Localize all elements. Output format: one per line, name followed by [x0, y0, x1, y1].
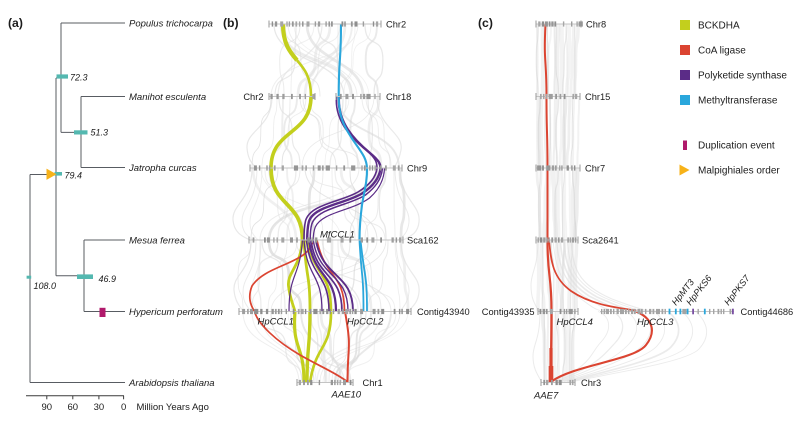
svg-text:Manihot esculenta: Manihot esculenta [129, 92, 206, 103]
svg-text:HpCCL1: HpCCL1 [258, 317, 294, 328]
svg-text:90: 90 [42, 402, 53, 413]
svg-text:Chr9: Chr9 [407, 164, 427, 174]
svg-text:108.0: 108.0 [34, 281, 57, 291]
svg-text:60: 60 [68, 402, 79, 413]
svg-text:(c): (c) [478, 16, 493, 30]
svg-text:Contig43935: Contig43935 [482, 307, 535, 317]
svg-text:BCKDHA: BCKDHA [698, 21, 740, 32]
svg-text:Chr15: Chr15 [585, 92, 610, 102]
svg-text:MfCCL1: MfCCL1 [320, 229, 355, 240]
svg-text:Populus trichocarpa: Populus trichocarpa [129, 19, 213, 30]
svg-text:Chr7: Chr7 [585, 164, 605, 174]
svg-text:0: 0 [121, 402, 126, 413]
svg-text:(a): (a) [8, 16, 23, 30]
svg-text:CoA ligase: CoA ligase [698, 46, 746, 57]
svg-text:Duplication event: Duplication event [698, 141, 775, 152]
svg-text:Malpighiales order: Malpighiales order [698, 166, 780, 177]
svg-text:HpCCL3: HpCCL3 [637, 317, 674, 328]
svg-text:51.3: 51.3 [91, 128, 109, 138]
svg-text:Chr1: Chr1 [363, 378, 383, 388]
svg-text:Sca2641: Sca2641 [582, 236, 619, 246]
svg-text:Mesua ferrea: Mesua ferrea [129, 236, 185, 247]
svg-text:Contig44686: Contig44686 [741, 307, 794, 317]
svg-text:AAE7: AAE7 [533, 391, 559, 402]
svg-text:Arabidopsis thaliana: Arabidopsis thaliana [128, 378, 215, 389]
svg-text:Jatropha curcas: Jatropha curcas [128, 163, 197, 174]
svg-text:46.9: 46.9 [99, 274, 117, 284]
svg-text:72.3: 72.3 [70, 73, 88, 83]
svg-text:Methyltransferase: Methyltransferase [698, 96, 778, 107]
svg-text:Chr2: Chr2 [243, 92, 263, 102]
svg-text:79.4: 79.4 [65, 171, 83, 181]
svg-text:Hypericum perforatum: Hypericum perforatum [129, 307, 223, 318]
svg-text:Contig43940: Contig43940 [417, 307, 470, 317]
svg-text:Sca162: Sca162 [407, 236, 439, 246]
svg-text:30: 30 [94, 402, 105, 413]
svg-text:HpCCL2: HpCCL2 [347, 317, 384, 328]
svg-text:(b): (b) [223, 16, 239, 30]
svg-text:HpCCL4: HpCCL4 [557, 317, 593, 328]
svg-text:Chr3: Chr3 [581, 378, 601, 388]
svg-text:Polyketide synthase: Polyketide synthase [698, 71, 787, 82]
svg-text:AAE10: AAE10 [331, 390, 362, 401]
svg-text:Chr2: Chr2 [386, 20, 406, 30]
svg-text:Million Years Ago: Million Years Ago [137, 402, 209, 413]
svg-text:Chr8: Chr8 [586, 20, 606, 30]
svg-text:Chr18: Chr18 [386, 92, 411, 102]
